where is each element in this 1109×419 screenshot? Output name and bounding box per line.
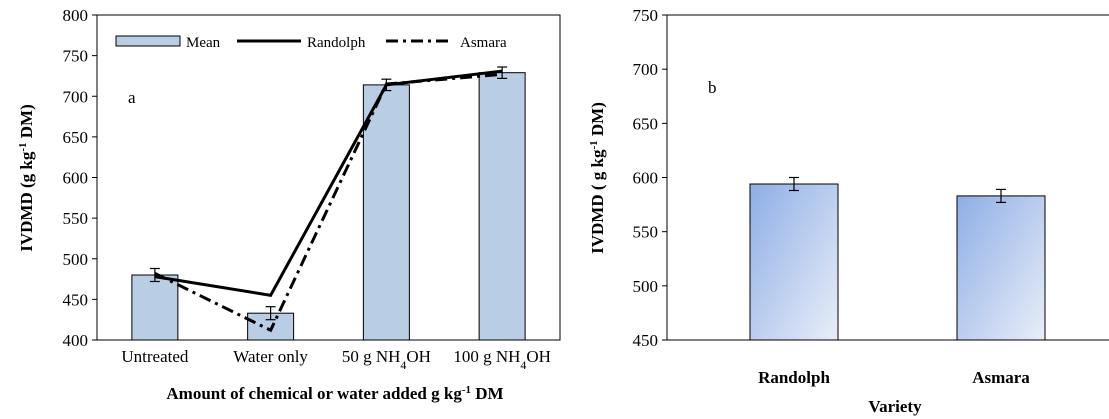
chart-b-ytick-label: 450 (633, 331, 659, 350)
chart-a-bars (131, 72, 526, 341)
chart-a-errorbar-3 (497, 66, 508, 79)
chart-a-ytick-label: 800 (63, 6, 89, 25)
chart-b-xtick-label: Randolph (758, 368, 830, 387)
chart-a-ytick-label: 600 (63, 169, 89, 188)
chart-a-xtick-label: Untreated (121, 347, 189, 366)
chart-b-bar-1 (956, 195, 1046, 341)
chart-a-line-asmara (154, 72, 503, 333)
chart-a-ytick-label: 500 (63, 250, 89, 269)
chart-a-xlabel: Amount of chemical or water added g kg-1… (166, 384, 503, 403)
chart-a-bar-3 (478, 72, 526, 341)
chart-a-ytick-label: 750 (63, 47, 89, 66)
chart-a-y-ticks: 400 450 500 550 600 650 700 750 800 (63, 6, 97, 350)
legend-label-randolph: Randolph (307, 35, 366, 51)
chart-b-ytick-label: 600 (633, 169, 659, 188)
chart-b-errorbars (789, 176, 1006, 204)
chart-b-panel-label: b (708, 78, 717, 97)
chart-b-ytick-label: 500 (633, 277, 659, 296)
chart-a-ytick-label: 650 (63, 128, 89, 147)
chart-a-ytick-label: 550 (63, 209, 89, 228)
chart-a-errorbar-1 (265, 306, 276, 321)
chart-a-bar-0 (131, 274, 179, 341)
chart-b-ylabel: IVDMD ( g kg-1 DM) (588, 102, 607, 254)
chart-b-errorbar-1 (996, 188, 1006, 204)
chart-b-ytick-label: 700 (633, 60, 659, 79)
chart-a-bar-2 (362, 84, 410, 341)
legend-label-asmara: Asmara (460, 35, 507, 51)
chart-b-xlabel: Variety (868, 397, 922, 416)
chart-a-xtick-label: 50 g NH4OH (342, 347, 431, 372)
chart-a-ytick-label: 400 (63, 331, 89, 350)
chart-a-line-randolph (154, 69, 503, 297)
chart-b-ytick-label: 550 (633, 223, 659, 242)
chart-a-xtick-label: 100 g NH4OH (453, 347, 551, 372)
chart-b-bar-0 (749, 183, 839, 341)
chart-b-ytick-label: 750 (633, 6, 659, 25)
chart-a-panel-label: a (128, 88, 136, 107)
legend-swatch-mean (115, 35, 181, 47)
chart-b-ytick-label: 650 (633, 114, 659, 133)
chart-b-y-ticks: 450 500 550 600 650 700 750 (633, 6, 667, 350)
chart-a-legend: Mean Randolph Asmara (115, 35, 507, 51)
chart-a: 400 450 500 550 600 650 700 750 800 Untreated Wat… (17, 6, 561, 403)
chart-b-bars (749, 183, 1046, 341)
legend-label-mean: Mean (186, 35, 221, 51)
chart-a-xtick-label: Water only (233, 347, 308, 366)
chart-b-errorbar-0 (789, 176, 799, 192)
chart-a-errorbars (149, 66, 508, 321)
chart-a-lines (154, 69, 503, 333)
chart-a-x-ticks: Untreated Water only 50 g NH4OH 100 g NH4OH (121, 347, 551, 372)
chart-a-ytick-label: 700 (63, 87, 89, 106)
chart-b: 450 500 550 600 650 700 750 Randolph Asmara b I… (588, 6, 1109, 416)
chart-a-ytick-label: 450 (63, 290, 89, 309)
chart-b-xtick-label: Asmara (972, 368, 1030, 387)
chart-a-ylabel: IVDMD (g kg-1 DM) (17, 104, 36, 252)
chart-b-x-ticks: Randolph Asmara (758, 368, 1030, 387)
